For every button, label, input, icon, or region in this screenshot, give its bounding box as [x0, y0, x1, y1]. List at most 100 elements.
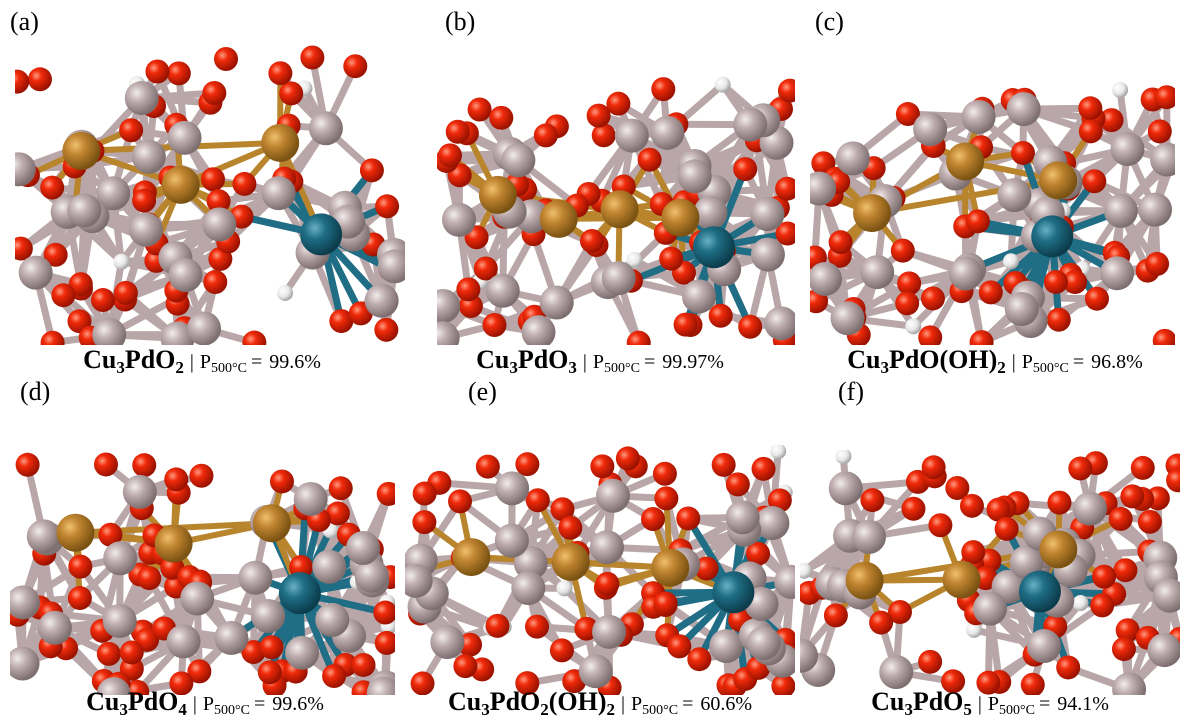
- atom: [62, 132, 100, 170]
- formula-part: 3: [116, 358, 125, 377]
- atom: [592, 615, 626, 649]
- atom: [651, 77, 675, 101]
- atom: [413, 481, 437, 505]
- atom: [778, 79, 802, 103]
- separator: |: [190, 351, 194, 373]
- atom: [378, 249, 412, 283]
- atom: [145, 60, 169, 84]
- separator: |: [978, 693, 982, 715]
- atom: [309, 111, 343, 145]
- atom: [852, 520, 886, 554]
- atom: [412, 510, 436, 534]
- atom: [601, 190, 639, 228]
- atom: [556, 580, 572, 596]
- atom: [1031, 215, 1073, 257]
- atom: [659, 247, 683, 271]
- atom: [687, 647, 711, 671]
- atom: [829, 230, 853, 254]
- atom: [68, 555, 92, 579]
- atom: [279, 572, 321, 614]
- atom: [712, 571, 754, 613]
- atom: [119, 118, 143, 142]
- atom: [580, 229, 604, 253]
- atom: [132, 140, 166, 174]
- figure: (a)Cu3PdO2|P500°C=99.6%(b)Cu3PdO3|P500°C…: [0, 0, 1190, 724]
- atom: [260, 635, 284, 659]
- atom: [214, 47, 238, 71]
- atom: [468, 97, 492, 121]
- atom: [615, 119, 649, 153]
- atom: [495, 524, 529, 558]
- atom: [709, 629, 743, 663]
- atom: [97, 642, 121, 666]
- atom: [540, 286, 574, 320]
- atom: [1047, 308, 1071, 332]
- atom: [726, 500, 760, 534]
- atom: [253, 504, 291, 542]
- atom: [579, 654, 613, 688]
- atom: [300, 45, 324, 69]
- atom: [343, 54, 367, 78]
- atom: [120, 640, 144, 664]
- panel-label: (c): [815, 7, 844, 36]
- atom: [860, 255, 894, 289]
- atom: [67, 193, 101, 227]
- formula-part: PdO: [913, 687, 964, 716]
- atom: [943, 561, 981, 599]
- caption: Cu3PdO2(OH)2|P500°C=60.6%: [448, 687, 752, 719]
- atom: [775, 177, 799, 201]
- atom: [1145, 252, 1169, 276]
- atom: [1112, 637, 1136, 661]
- panel-label: (f): [838, 377, 864, 406]
- atom: [113, 254, 129, 270]
- atom: [476, 455, 500, 479]
- atom: [2, 152, 36, 186]
- formula-part: Cu: [871, 687, 904, 716]
- atom: [667, 634, 691, 658]
- atom: [352, 653, 376, 677]
- atom: [540, 200, 578, 238]
- formula-part: Cu: [83, 345, 116, 374]
- atom: [928, 513, 952, 537]
- panel: (d)Cu3PdO4|P500°C=99.6%: [6, 377, 403, 719]
- atom: [1027, 629, 1061, 663]
- formula-part: Cu: [448, 687, 481, 716]
- atom: [1005, 292, 1039, 326]
- atom: [132, 189, 156, 213]
- atom: [1056, 655, 1080, 679]
- separator: |: [193, 693, 197, 715]
- atom: [189, 464, 213, 488]
- panel: (e)Cu3PdO2(OH)2|P500°C=60.6%: [399, 377, 808, 719]
- atom: [6, 647, 40, 681]
- atom: [966, 209, 990, 233]
- atom: [853, 194, 891, 232]
- atom: [755, 506, 789, 540]
- atom: [674, 313, 698, 337]
- structure: [6, 452, 403, 711]
- atom: [733, 157, 757, 181]
- formula-part: 2: [175, 358, 184, 377]
- panel-label: (a): [10, 7, 39, 36]
- atom: [654, 591, 678, 615]
- atom: [526, 488, 550, 512]
- atom: [979, 280, 1003, 304]
- atom: [285, 636, 319, 670]
- atom: [1120, 484, 1144, 508]
- separator: |: [583, 351, 587, 373]
- atom: [501, 143, 535, 177]
- atom: [869, 611, 893, 635]
- atom: [322, 664, 346, 688]
- atom: [114, 281, 138, 305]
- atom: [550, 638, 574, 662]
- atom: [835, 448, 851, 464]
- atom: [377, 482, 401, 506]
- atom: [19, 256, 53, 290]
- atom: [446, 120, 470, 144]
- atom: [616, 446, 640, 470]
- structure: [802, 82, 1185, 354]
- atom: [16, 453, 40, 477]
- atom: [329, 476, 353, 500]
- atom: [751, 238, 785, 272]
- atom: [676, 506, 700, 530]
- atom: [1090, 593, 1114, 617]
